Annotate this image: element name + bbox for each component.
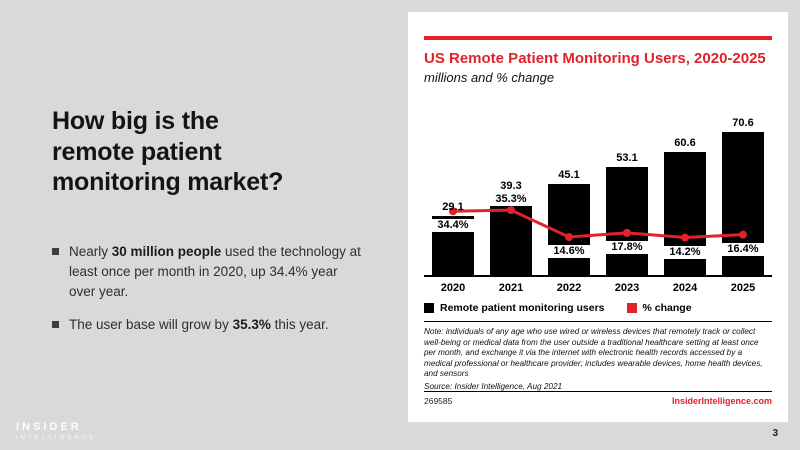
legend-item: Remote patient monitoring users bbox=[424, 302, 605, 314]
legend-swatch bbox=[626, 303, 637, 313]
chart-top-rule bbox=[424, 36, 772, 40]
bar-2022 bbox=[548, 183, 590, 275]
chart-subtitle: millions and % change bbox=[424, 70, 555, 85]
chart-footer: 269585 InsiderIntelligence.com bbox=[424, 396, 772, 406]
bar-2021 bbox=[490, 195, 532, 275]
chart-source: Source: Insider Intelligence, Aug 2021 bbox=[424, 381, 563, 391]
chart-title: US Remote Patient Monitoring Users, 2020… bbox=[424, 50, 766, 67]
x-tick-2020: 2020 bbox=[440, 282, 466, 294]
pct-change-label: 17.8% bbox=[604, 240, 650, 254]
chart-card: US Remote Patient Monitoring Users, 2020… bbox=[408, 12, 788, 422]
divider bbox=[424, 321, 772, 322]
bullet-list: Nearly 30 million people used the techno… bbox=[52, 242, 392, 336]
page-number: 3 bbox=[772, 428, 778, 439]
legend-item: % change bbox=[626, 302, 692, 314]
left-panel: How big is the remote patient monitoring… bbox=[52, 106, 392, 349]
bullet-text: Nearly 30 million people used the techno… bbox=[69, 243, 361, 300]
x-tick-2022: 2022 bbox=[556, 282, 582, 294]
insider-intelligence-logo: INSIDER INTELLIGENCE bbox=[16, 421, 97, 441]
bar-value-label: 60.6 bbox=[674, 137, 696, 150]
legend-swatch bbox=[424, 303, 434, 313]
bullet-text: The user base will grow by 35.3% this ye… bbox=[69, 317, 329, 333]
pct-change-label: 35.3% bbox=[488, 193, 534, 207]
chart-x-axis: 2020 2021 2022 2023 2024 2025 bbox=[424, 279, 772, 297]
pct-change-label: 14.6% bbox=[546, 245, 592, 259]
divider bbox=[424, 390, 772, 392]
x-tick-2025: 2025 bbox=[730, 282, 756, 294]
chart-note: Note: individuals of any age who use wir… bbox=[424, 327, 763, 378]
bar-value-label: 70.6 bbox=[732, 117, 754, 130]
legend-label: Remote patient monitoring users bbox=[440, 302, 605, 314]
logo-line-2: INTELLIGENCE bbox=[16, 435, 97, 441]
bar-value-label: 45.1 bbox=[558, 168, 580, 181]
bar-value-label: 39.3 bbox=[500, 180, 522, 193]
bar-value-label: 29.1 bbox=[442, 201, 464, 214]
x-tick-2023: 2023 bbox=[614, 282, 640, 294]
chart-legend: Remote patient monitoring users % change bbox=[424, 302, 772, 314]
bar-value-label: 53.1 bbox=[616, 152, 638, 165]
bullet-marker bbox=[52, 247, 59, 255]
pct-change-label: 16.4% bbox=[720, 242, 766, 256]
pct-change-label: 34.4% bbox=[430, 219, 476, 233]
pct-change-label: 14.2% bbox=[662, 245, 708, 259]
chart-plot: 29.1 34.4% 39.3 35.3% 45.1 14.6% 53.1 17.8% 60.6… bbox=[424, 95, 772, 277]
website-link[interactable]: InsiderIntelligence.com bbox=[671, 395, 772, 406]
bullet-item: The user base will grow by 35.3% this ye… bbox=[52, 315, 364, 335]
legend-label: % change bbox=[642, 302, 692, 314]
bullet-marker bbox=[52, 321, 59, 329]
x-tick-2021: 2021 bbox=[498, 282, 524, 294]
bullet-item: Nearly 30 million people used the techno… bbox=[52, 242, 364, 303]
chart-id: 269585 bbox=[424, 395, 453, 406]
slide-title: How big is the remote patient monitoring… bbox=[52, 107, 284, 196]
x-tick-2024: 2024 bbox=[672, 282, 698, 294]
logo-line-1: INSIDER bbox=[16, 421, 82, 433]
bar-2023 bbox=[606, 167, 648, 275]
